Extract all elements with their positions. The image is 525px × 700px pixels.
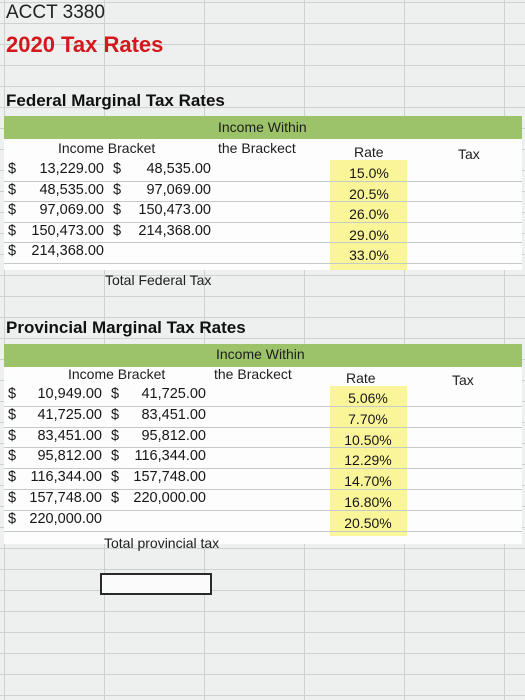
bracket-high-value[interactable]: 220,000.00 <box>133 490 206 506</box>
federal-col-tax[interactable]: Tax <box>458 146 480 162</box>
currency-symbol[interactable]: $ <box>8 386 17 402</box>
rate-cell[interactable]: 20.5% <box>349 185 389 202</box>
provincial-col-tax[interactable]: Tax <box>452 372 474 388</box>
federal-rate-column <box>330 160 407 270</box>
bracket-low-value[interactable]: 13,229.00 <box>39 161 104 177</box>
provincial-total-label[interactable]: Total provincial tax <box>104 535 220 551</box>
currency-symbol[interactable]: $ <box>111 469 120 486</box>
federal-table-area <box>4 138 522 270</box>
bracket-low-value[interactable]: 83,451.00 <box>37 427 102 444</box>
bracket-low-value[interactable]: 116,344.00 <box>30 469 103 486</box>
rate-cell[interactable]: 26.0% <box>349 206 389 222</box>
currency-symbol[interactable]: $ <box>111 386 120 402</box>
row-divider <box>4 221 522 223</box>
currency-symbol[interactable]: $ <box>111 427 120 444</box>
currency-symbol[interactable]: $ <box>8 469 17 486</box>
selected-cell[interactable] <box>100 573 212 595</box>
federal-total-label[interactable]: Total Federal Tax <box>105 272 212 288</box>
federal-col-within-1[interactable]: Income Within <box>218 119 307 135</box>
rate-cell[interactable]: 7.70% <box>348 410 388 427</box>
currency-symbol[interactable]: $ <box>8 427 17 444</box>
provincial-heading[interactable]: Provincial Marginal Tax Rates <box>6 318 246 337</box>
bracket-low-value[interactable]: 214,368.00 <box>31 243 104 259</box>
rate-cell[interactable]: 16.80% <box>344 494 392 510</box>
federal-header-bar <box>4 116 522 139</box>
row-divider <box>4 262 522 264</box>
row-divider <box>4 242 522 243</box>
row-divider <box>4 180 522 182</box>
bracket-low-value[interactable]: 10,949.00 <box>37 386 102 402</box>
bracket-low-value[interactable]: 157,748.00 <box>29 490 102 506</box>
bracket-high-value[interactable]: 83,451.00 <box>141 406 206 423</box>
row-divider <box>4 405 522 407</box>
bracket-low-value[interactable]: 48,535.00 <box>39 181 104 198</box>
currency-symbol[interactable]: $ <box>111 448 120 465</box>
federal-col-bracket[interactable]: Income Bracket <box>58 140 156 156</box>
federal-col-within-2[interactable]: the Brackect <box>218 140 296 156</box>
currency-symbol[interactable]: $ <box>111 490 120 506</box>
bracket-low-value[interactable]: 95,812.00 <box>37 448 102 465</box>
currency-symbol[interactable]: $ <box>8 222 17 239</box>
bracket-high-value[interactable]: 48,535.00 <box>146 161 211 177</box>
sheet-title[interactable]: 2020 Tax Rates <box>6 32 164 57</box>
provincial-header-bar <box>4 344 522 367</box>
bracket-high-value[interactable]: 116,344.00 <box>134 448 207 465</box>
row-divider <box>4 447 522 449</box>
row-divider <box>4 468 522 470</box>
provincial-rate-column <box>330 386 407 536</box>
currency-symbol[interactable]: $ <box>8 510 17 527</box>
rate-cell[interactable]: 5.06% <box>348 390 388 406</box>
currency-symbol[interactable]: $ <box>8 161 17 177</box>
rate-cell[interactable]: 15.0% <box>349 165 389 181</box>
provincial-col-within-1[interactable]: Income Within <box>216 346 305 362</box>
provincial-table-area <box>4 366 522 544</box>
bracket-low-value[interactable]: 41,725.00 <box>37 406 102 423</box>
row-divider <box>4 530 522 532</box>
federal-heading[interactable]: Federal Marginal Tax Rates <box>6 91 225 110</box>
currency-symbol[interactable]: $ <box>8 406 17 423</box>
rate-cell[interactable]: 20.50% <box>344 514 392 531</box>
provincial-col-within-2[interactable]: the Brackect <box>214 366 292 382</box>
currency-symbol[interactable]: $ <box>8 181 17 198</box>
row-divider <box>4 489 522 490</box>
rate-cell[interactable]: 33.0% <box>349 247 389 263</box>
row-divider <box>4 201 522 202</box>
rate-cell[interactable]: 14.70% <box>344 473 392 490</box>
currency-symbol[interactable]: $ <box>8 202 17 218</box>
bracket-high-value[interactable]: 157,748.00 <box>133 469 206 486</box>
rate-cell[interactable]: 29.0% <box>349 226 389 243</box>
bracket-high-value[interactable]: 97,069.00 <box>146 181 211 198</box>
federal-col-rate[interactable]: Rate <box>354 144 384 160</box>
bracket-low-value[interactable]: 97,069.00 <box>39 202 104 218</box>
currency-symbol[interactable]: $ <box>113 181 122 198</box>
course-title[interactable]: ACCT 3380 <box>6 2 105 23</box>
currency-symbol[interactable]: $ <box>8 448 17 465</box>
row-divider <box>4 509 522 511</box>
rate-cell[interactable]: 10.50% <box>344 431 392 448</box>
bracket-low-value[interactable]: 220,000.00 <box>29 510 102 527</box>
currency-symbol[interactable]: $ <box>8 490 17 506</box>
currency-symbol[interactable]: $ <box>113 222 122 239</box>
bracket-low-value[interactable]: 150,473.00 <box>31 222 104 239</box>
currency-symbol[interactable]: $ <box>113 161 122 177</box>
row-divider <box>4 426 522 428</box>
bracket-high-value[interactable]: 214,368.00 <box>138 222 211 239</box>
rate-cell[interactable]: 12.29% <box>344 452 392 469</box>
provincial-col-bracket[interactable]: Income Bracket <box>68 366 166 382</box>
bracket-high-value[interactable]: 95,812.00 <box>141 427 206 444</box>
currency-symbol[interactable]: $ <box>113 202 122 218</box>
bracket-high-value[interactable]: 150,473.00 <box>138 202 211 218</box>
currency-symbol[interactable]: $ <box>8 243 17 259</box>
currency-symbol[interactable]: $ <box>111 406 120 423</box>
provincial-col-rate[interactable]: Rate <box>346 370 376 386</box>
bracket-high-value[interactable]: 41,725.00 <box>141 386 206 402</box>
